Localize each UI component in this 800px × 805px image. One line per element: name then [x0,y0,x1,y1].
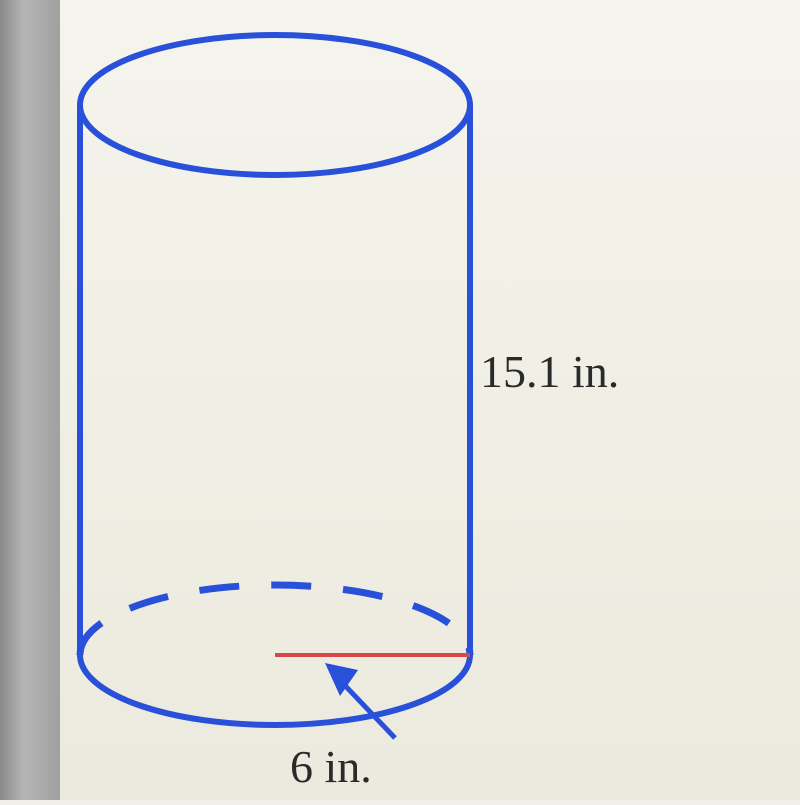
cylinder-bottom-front-arc [80,655,470,725]
cylinder-diagram: 15.1 in. 6 in. [0,0,800,800]
cylinder-svg [0,0,800,800]
cylinder-bottom-back-arc [80,585,470,655]
radius-label: 6 in. [290,740,372,793]
cylinder-top-ellipse [80,35,470,175]
height-label: 15.1 in. [480,345,619,398]
